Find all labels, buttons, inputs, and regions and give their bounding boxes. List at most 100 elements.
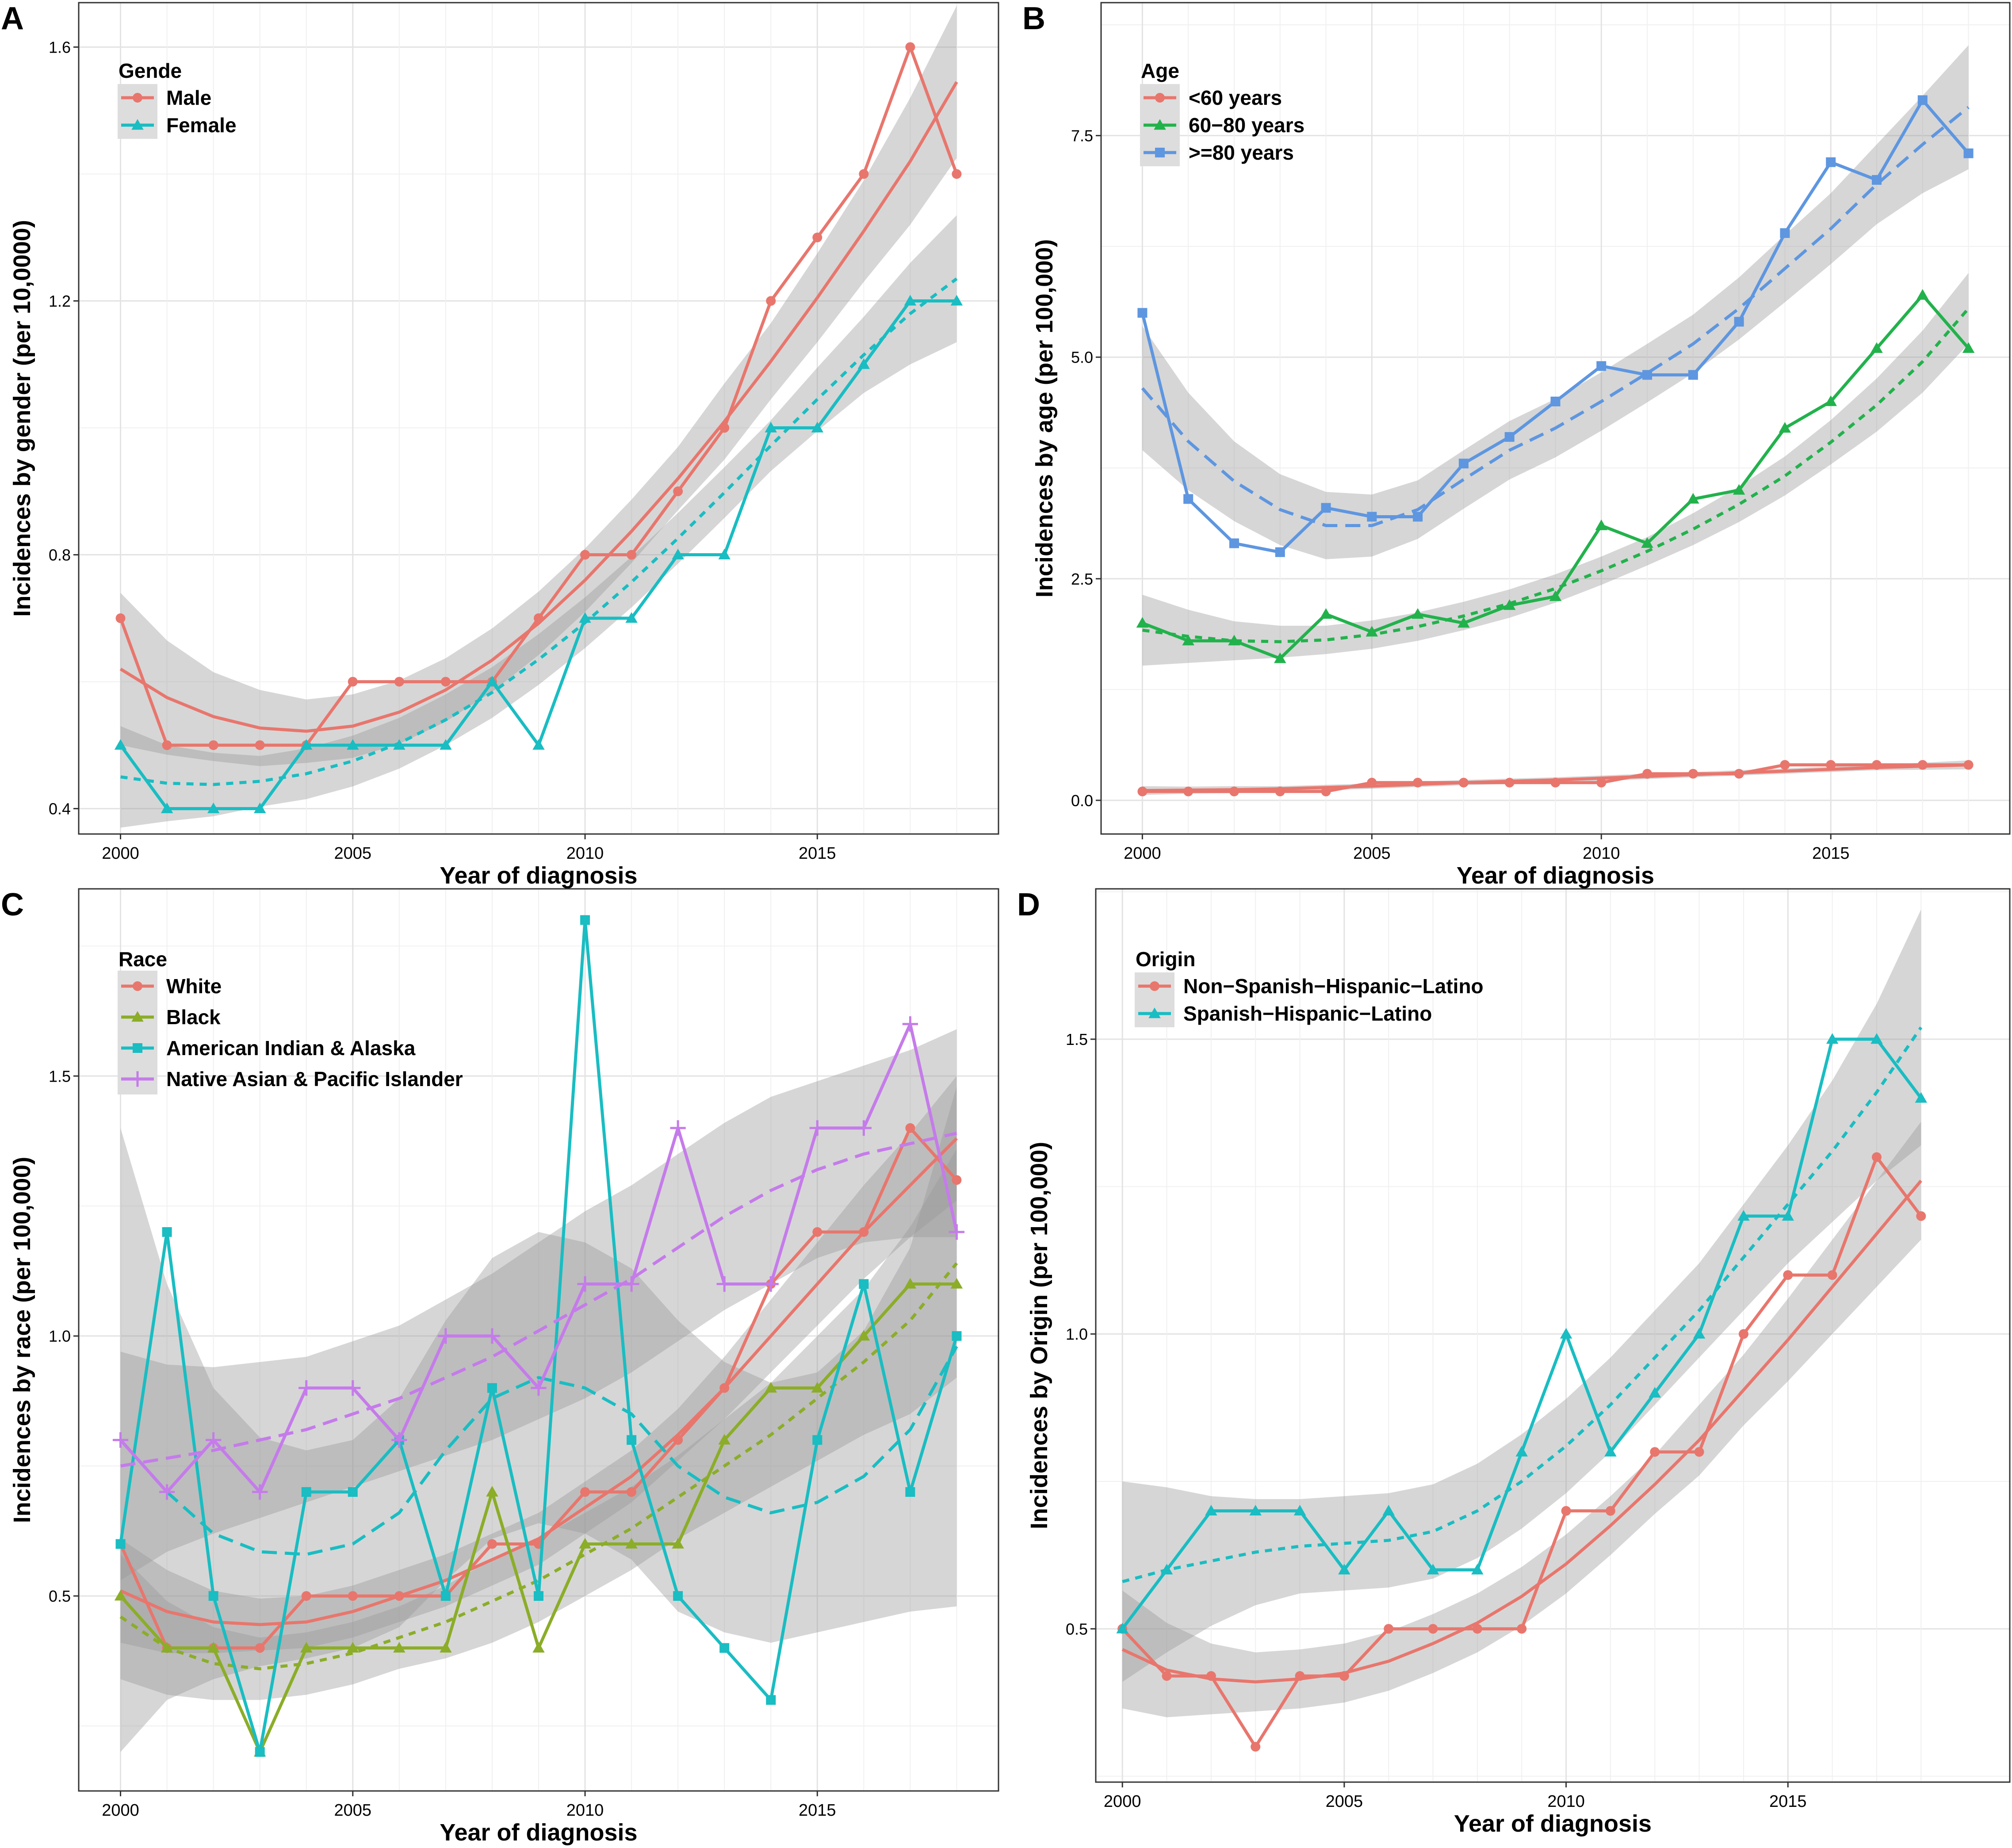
- gridlines: [1096, 889, 2010, 1782]
- data-point: [627, 1487, 637, 1497]
- data-point: [534, 613, 543, 624]
- data-point: [1734, 769, 1744, 779]
- panel-letter: C: [1, 887, 24, 922]
- y-tick-label: 1.2: [49, 292, 71, 310]
- data-point: [440, 1641, 452, 1653]
- data-point: [161, 1641, 173, 1653]
- legend-label: Non−Spanish−Hispanic−Latino: [1183, 975, 1484, 998]
- data-point: [857, 358, 870, 369]
- data-point: [580, 1487, 590, 1497]
- panel-a: 2000 2005 2010 2015 0.4 0.8 1.2 1.6 Year of diag…: [1, 1, 999, 889]
- data-point: [902, 1016, 918, 1032]
- data-point: [1367, 512, 1377, 522]
- legend-label: Native Asian & Pacific Islander: [166, 1067, 463, 1090]
- data-point: [534, 1591, 543, 1601]
- y-tick-label: 0.0: [1071, 792, 1093, 810]
- data-point: [1595, 519, 1608, 530]
- data-point: [208, 740, 218, 750]
- data-point: [811, 421, 824, 432]
- x-tick-label: 2010: [566, 1801, 604, 1820]
- data-point: [1870, 1033, 1883, 1044]
- data-point: [208, 1591, 218, 1601]
- legend-label: American Indian & Alaska: [166, 1037, 416, 1060]
- y-tick-label: 0.8: [49, 546, 71, 564]
- y-tick-label: 0.5: [1066, 1620, 1088, 1638]
- data-point: [719, 1383, 730, 1393]
- x-tick-label: 2000: [1104, 1792, 1141, 1811]
- data-point: [719, 1643, 730, 1653]
- series-0: [1117, 1152, 1926, 1752]
- data-point: [672, 548, 684, 559]
- data-point: [1136, 617, 1149, 628]
- data-point: [1183, 786, 1193, 796]
- trend-line: [119, 81, 958, 733]
- data-point: [1917, 760, 1928, 770]
- x-tick-label: 2015: [1769, 1792, 1807, 1811]
- data-point: [812, 232, 822, 242]
- data-point: [162, 1227, 172, 1237]
- legend: Age <60 years 60−80 years >=80 years: [1140, 59, 1304, 166]
- x-tick-label: 2005: [1353, 844, 1391, 863]
- legend-title: Age: [1141, 59, 1179, 82]
- legend-label: Male: [166, 86, 211, 109]
- data-point: [1605, 1506, 1615, 1516]
- data-point: [1604, 1446, 1617, 1457]
- x-tick-label: 2010: [566, 844, 604, 863]
- data-point: [440, 1591, 451, 1601]
- legend: Gende Male Female: [118, 59, 237, 139]
- data-point: [1687, 493, 1699, 504]
- axes: 2000 2005 2010 2015 0.0 2.5 5.0 7.5 Year of diag…: [1031, 127, 1850, 889]
- data-point: [206, 1432, 222, 1448]
- data-point: [207, 1641, 220, 1653]
- series-2: [1137, 95, 1974, 557]
- legend-title: Origin: [1136, 948, 1195, 971]
- data-point: [348, 1591, 358, 1601]
- data-point: [532, 739, 545, 750]
- data-point: [812, 1227, 822, 1237]
- data-point: [255, 1747, 265, 1757]
- data-point: [1427, 1564, 1439, 1575]
- panel-c: 2000 2005 2010 2015 0.5 1.0 1.5 Year of diagnos…: [1, 887, 999, 1846]
- legend-label: Spanish−Hispanic−Latino: [1183, 1002, 1432, 1025]
- data-point: [673, 486, 683, 497]
- data-point: [1872, 175, 1882, 185]
- data-point: [1963, 148, 1974, 158]
- data-point: [1963, 760, 1974, 770]
- data-point: [348, 677, 358, 687]
- data-point: [484, 1328, 500, 1344]
- x-tick-label: 2015: [799, 844, 836, 863]
- panel-letter: B: [1022, 1, 1045, 36]
- trend-line: [120, 1137, 958, 1626]
- y-tick-label: 0.4: [49, 800, 71, 818]
- data-point: [905, 42, 915, 52]
- data-point: [1471, 1564, 1484, 1575]
- x-tick-label: 2015: [1812, 844, 1850, 863]
- trend-line: [120, 277, 958, 786]
- data-point: [1780, 228, 1790, 238]
- data-point: [1825, 395, 1837, 406]
- data-point: [1550, 396, 1561, 406]
- panel-d: 2000 2005 2010 2015 0.5 1.0 1.5 Year of diagnos…: [1017, 887, 2011, 1837]
- data-point: [1504, 777, 1515, 788]
- data-point: [348, 1487, 358, 1497]
- data-point: [255, 740, 265, 750]
- data-point: [625, 612, 638, 623]
- x-tick-label: 2010: [1547, 1792, 1585, 1811]
- data-point: [1916, 289, 1929, 300]
- data-point: [347, 739, 359, 750]
- data-point: [719, 423, 730, 433]
- data-point: [440, 739, 452, 750]
- data-point: [811, 1382, 824, 1393]
- data-point: [859, 1227, 869, 1237]
- data-point: [673, 1591, 683, 1601]
- data-point: [579, 1538, 591, 1549]
- plot-frame: [78, 888, 999, 1792]
- data-point: [766, 296, 776, 306]
- data-point: [114, 1590, 127, 1601]
- data-point: [1275, 547, 1285, 557]
- data-point: [765, 1382, 777, 1393]
- data-point: [1694, 1447, 1704, 1457]
- data-point: [1116, 1622, 1128, 1634]
